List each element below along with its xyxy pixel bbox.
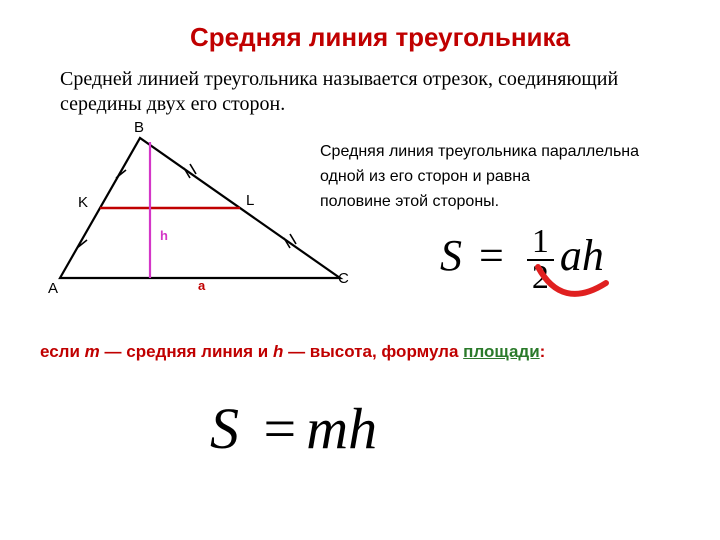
label-h: h	[160, 228, 168, 243]
bt-h: h	[273, 342, 283, 361]
theorem-line1: Средняя линия треугольника параллельна	[320, 140, 700, 165]
bt-mid2: высота, формула	[310, 342, 463, 361]
label-K: K	[78, 194, 88, 211]
formula-area-half-ah: S = 1 2 ah	[440, 225, 660, 315]
area-link[interactable]: площади	[463, 342, 539, 361]
formula1-num: 1	[527, 225, 554, 261]
bottom-caption: если m — средняя линия и h — высота, фор…	[40, 342, 545, 362]
bt-colon: :	[540, 342, 546, 361]
theorem-line3: половине этой стороны.	[320, 190, 700, 215]
red-arc-icon	[532, 261, 612, 305]
formula-area-mh: S =mh	[210, 395, 377, 462]
theorem-text: Средняя линия треугольника параллельна о…	[320, 140, 700, 214]
label-B: B	[134, 119, 144, 136]
formula2-body: mh	[306, 396, 377, 461]
bt-m: m	[85, 342, 100, 361]
bt-mid1: средняя линия и	[126, 342, 273, 361]
definition-text: Средней линией треугольника называется о…	[0, 53, 720, 117]
formula2-S: S	[210, 396, 239, 461]
bt-dash1: —	[100, 342, 126, 361]
formula1-eq: =	[479, 231, 504, 280]
page-title: Средняя линия треугольника	[0, 0, 720, 53]
bt-prefix: если	[40, 342, 85, 361]
label-A: A	[48, 280, 58, 297]
label-a: a	[198, 278, 205, 293]
label-L: L	[246, 192, 254, 209]
triangle-diagram: A B C K L h a	[30, 120, 360, 290]
formula2-eq: =	[264, 396, 297, 461]
label-C: C	[338, 270, 349, 287]
formula1-S: S	[440, 231, 462, 280]
bt-dash2: —	[283, 342, 309, 361]
theorem-line2: одной из его сторон и равна	[320, 165, 700, 190]
